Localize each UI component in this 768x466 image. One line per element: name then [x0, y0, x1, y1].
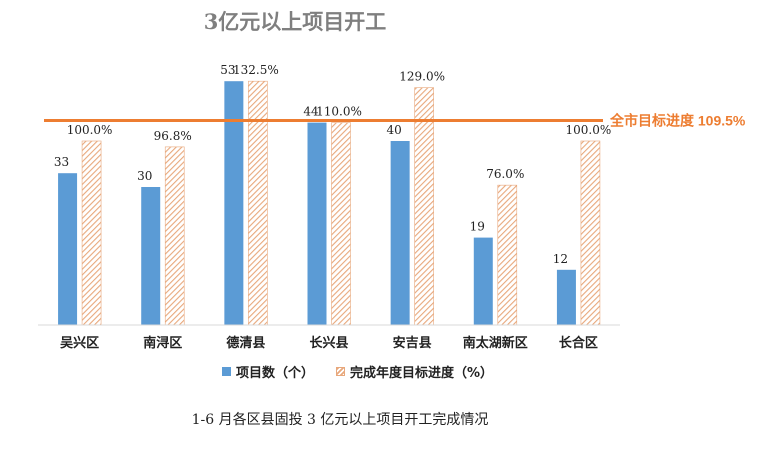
x-tick-label-3: 长兴县 [309, 335, 348, 351]
x-tick-label-0: 吴兴区 [60, 335, 99, 351]
label-project-count-1: 30 [137, 169, 152, 183]
label-progress-1: 96.8% [154, 129, 192, 143]
bar-project-count-0 [58, 173, 78, 325]
x-tick-label-2: 德清县 [226, 335, 265, 351]
bar-project-count-5 [473, 237, 493, 325]
label-project-count-3: 44 [303, 105, 319, 119]
bar-progress-1 [164, 146, 185, 326]
label-project-count-0: 33 [54, 155, 69, 169]
figure-caption: 1-6 月各区县固投 3 亿元以上项目开工完成情况 [191, 412, 489, 428]
x-tick-label-6: 长合区 [559, 335, 598, 351]
bar-project-count-6 [556, 269, 576, 325]
reference-line-label: 全市目标进度 109.5% [609, 113, 746, 129]
bar-progress-4 [414, 87, 434, 326]
label-progress-3: 110.0% [316, 105, 362, 119]
bar-progress-0 [81, 140, 102, 326]
label-project-count-5: 19 [470, 220, 485, 234]
legend-item-progress: 完成年度目标进度（%） [336, 362, 493, 381]
legend-item-count: 项目数（个） [222, 362, 314, 381]
label-project-count-6: 12 [553, 252, 568, 266]
label-progress-6: 100.0% [566, 123, 612, 137]
x-tick-label-1: 南浔区 [143, 335, 182, 351]
legend-swatch-count [222, 367, 231, 376]
x-tick-label-4: 安吉县 [393, 335, 432, 351]
legend: 项目数（个） 完成年度目标进度（%） [222, 362, 493, 381]
bar-project-count-1 [141, 187, 161, 325]
label-project-count-2: 53 [220, 63, 235, 77]
bar-project-count-3 [307, 122, 327, 325]
label-progress-4: 129.0% [399, 70, 445, 84]
chart-title: 3亿元以上项目开工 [203, 9, 387, 34]
label-progress-5: 76.0% [486, 167, 524, 181]
bar-project-count-2 [224, 81, 244, 325]
legend-swatch-progress [336, 367, 346, 376]
bar-progress-5 [497, 184, 518, 326]
label-project-count-4: 40 [387, 123, 402, 137]
bar-progress-3 [331, 122, 351, 326]
label-progress-0: 100.0% [67, 123, 113, 137]
label-progress-2: 132.5% [233, 63, 279, 77]
legend-label-progress: 完成年度目标进度（%） [350, 366, 494, 381]
legend-label-count: 项目数（个） [236, 366, 315, 381]
bar-project-count-4 [390, 141, 410, 325]
x-tick-label-5: 南太湖新区 [463, 335, 528, 351]
bar-progress-6 [580, 140, 601, 326]
bar-progress-2 [248, 80, 268, 326]
